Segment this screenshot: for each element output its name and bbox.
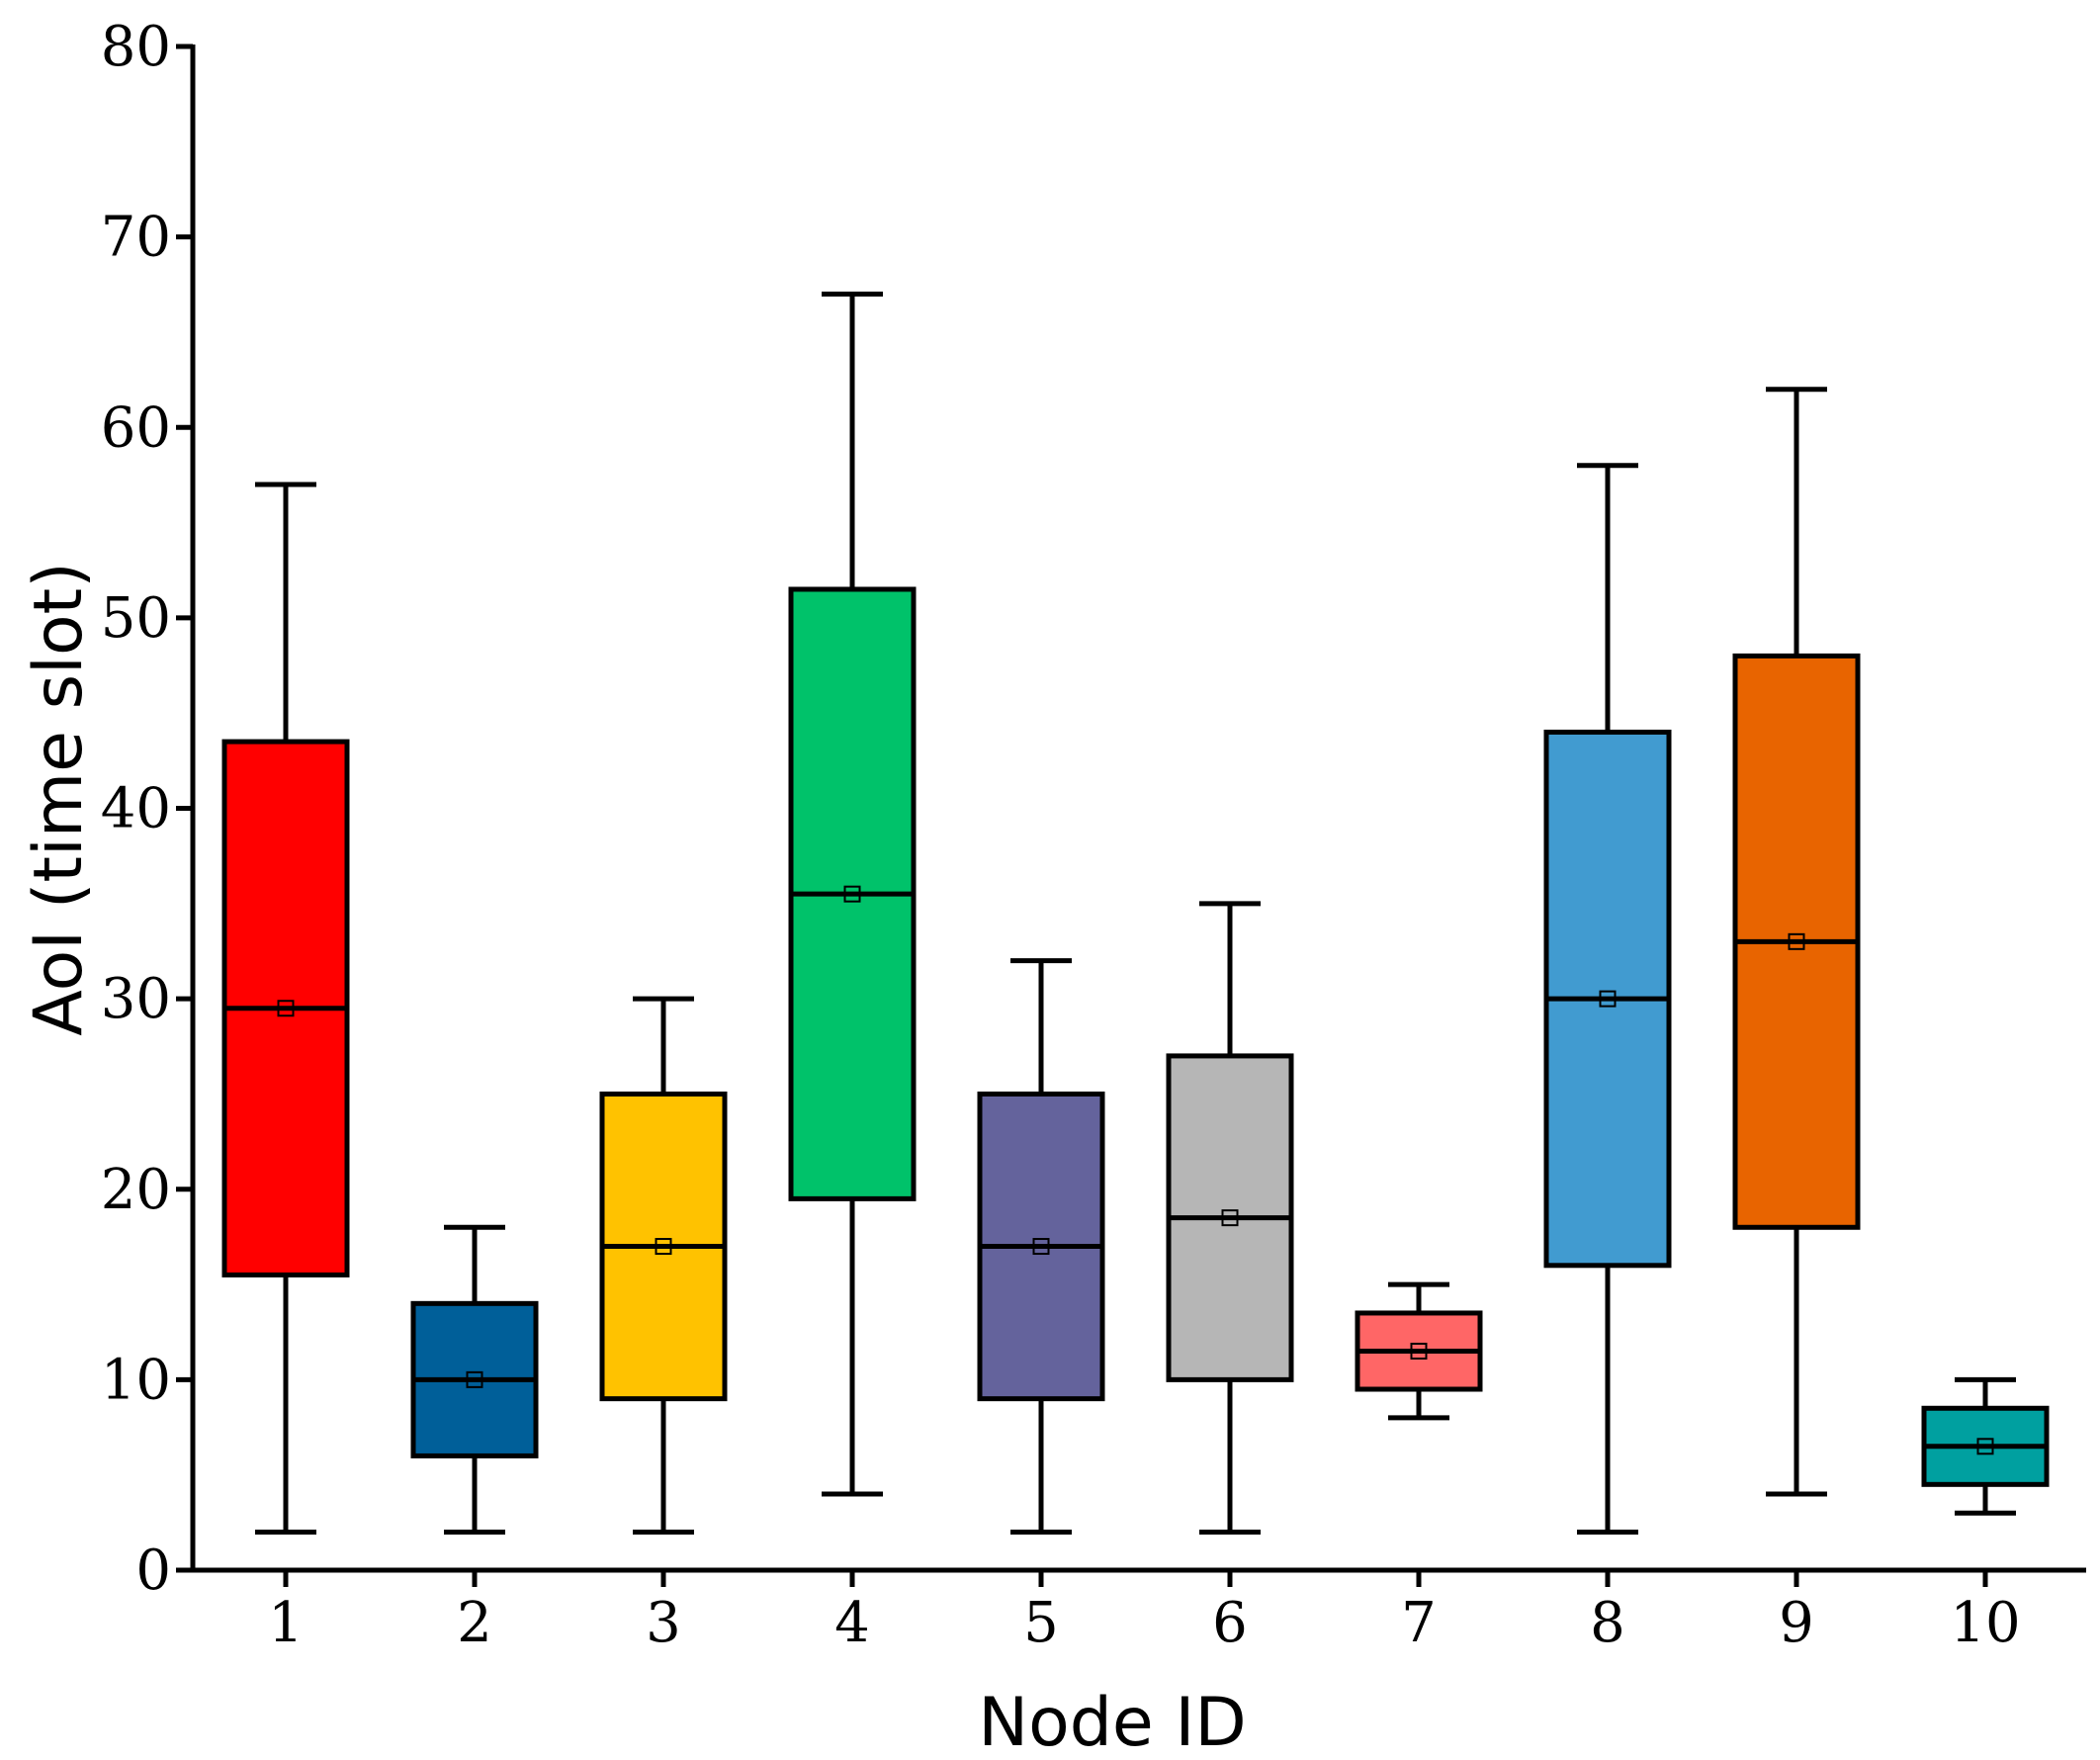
box-group-node-6 xyxy=(1166,901,1294,1535)
box-group-node-8 xyxy=(1543,463,1672,1535)
y-axis-title: AoI (time slot) xyxy=(20,562,98,1036)
mean-marker xyxy=(466,1370,483,1388)
x-tick-label: 7 xyxy=(1401,1591,1437,1655)
y-tick-label: 60 xyxy=(101,396,171,460)
x-ticks: 1 2 3 4 5 6 7 8 9 10 xyxy=(268,1570,2021,1655)
y-tick-label: 20 xyxy=(101,1158,171,1222)
box-group-node-1 xyxy=(221,482,350,1535)
mean-marker xyxy=(843,885,861,903)
mean-marker xyxy=(1221,1209,1239,1227)
x-tick-label: 9 xyxy=(1779,1591,1814,1655)
x-tick-label: 2 xyxy=(457,1591,492,1655)
y-tick-label: 10 xyxy=(101,1348,171,1412)
mean-marker xyxy=(655,1238,672,1256)
box-group-node-4 xyxy=(788,291,917,1497)
mean-marker xyxy=(1599,990,1617,1008)
box-group-node-5 xyxy=(977,958,1105,1535)
x-tick-label: 8 xyxy=(1590,1591,1625,1655)
x-tick-label: 10 xyxy=(1950,1591,2020,1655)
y-tick-label: 30 xyxy=(101,967,171,1031)
x-tick-label: 1 xyxy=(268,1591,304,1655)
y-tick-label: 50 xyxy=(101,586,171,651)
x-tick-label: 3 xyxy=(646,1591,681,1655)
y-tick-label: 40 xyxy=(101,777,171,841)
box-group-node-9 xyxy=(1732,387,1861,1497)
x-axis-title: Node ID xyxy=(978,1684,1247,1760)
y-ticks: 0 10 20 30 40 50 60 70 80 xyxy=(101,15,193,1603)
mean-marker xyxy=(1410,1342,1428,1360)
mean-marker xyxy=(1032,1238,1050,1256)
box-group-node-7 xyxy=(1355,1281,1483,1421)
box-group-node-2 xyxy=(410,1224,539,1535)
y-tick-label: 70 xyxy=(101,206,171,270)
box-group-node-10 xyxy=(1921,1376,2050,1516)
box-group-node-3 xyxy=(599,996,728,1535)
x-tick-label: 4 xyxy=(834,1591,870,1655)
x-tick-label: 5 xyxy=(1023,1591,1059,1655)
y-tick-label: 80 xyxy=(101,15,171,79)
mean-marker xyxy=(1976,1438,1994,1455)
x-tick-label: 6 xyxy=(1212,1591,1248,1655)
boxes-layer xyxy=(221,291,2050,1535)
mean-marker xyxy=(1788,932,1805,950)
y-tick-label: 0 xyxy=(135,1539,171,1603)
mean-marker xyxy=(277,1000,295,1017)
